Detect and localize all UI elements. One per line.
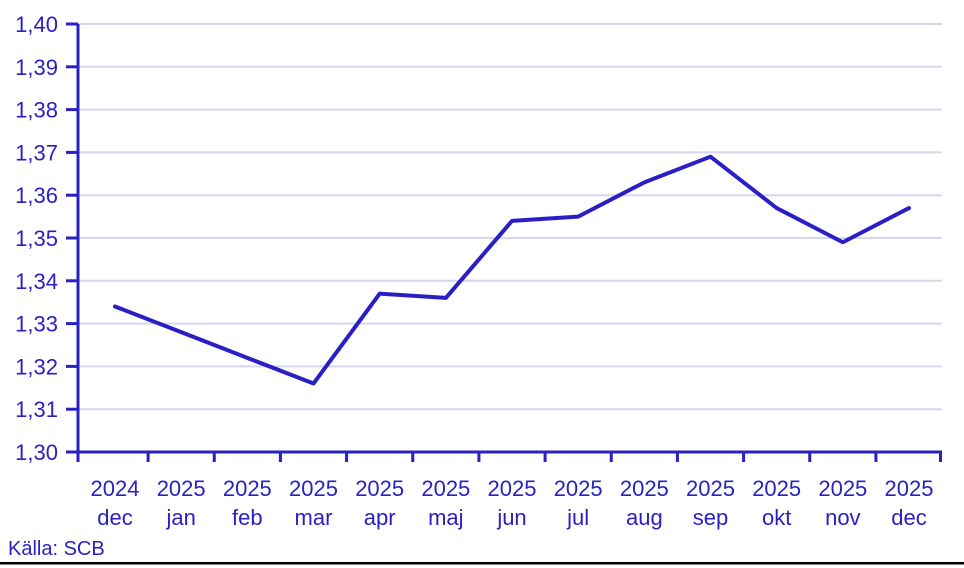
x-tick-label-month: mar <box>295 505 333 530</box>
y-tick-label: 1,35 <box>15 226 58 251</box>
y-tick-label: 1,30 <box>15 440 58 465</box>
x-tick-label-month: dec <box>891 505 926 530</box>
data-line <box>113 154 911 386</box>
x-tick-label-year: 2025 <box>157 476 206 501</box>
x-tick-label-month: dec <box>97 505 132 530</box>
y-tick-label: 1,32 <box>15 354 58 379</box>
x-tick-label-month: jul <box>566 505 589 530</box>
x-tick-label-month: sep <box>693 505 728 530</box>
bottom-divider <box>0 562 964 565</box>
x-tick-label-year: 2025 <box>885 476 934 501</box>
x-tick-label-month: feb <box>232 505 263 530</box>
y-tick-label: 1,37 <box>15 140 58 165</box>
y-tick-label: 1,31 <box>15 397 58 422</box>
plot-area: 1,30 1,31 1,32 1,33 1,34 1,35 1,36 1,37 1,38 1,39… <box>15 12 942 530</box>
y-tick-label: 1,36 <box>15 183 58 208</box>
y-tick-label: 1,40 <box>15 12 58 37</box>
x-tick-label-month: jun <box>496 505 526 530</box>
x-tick-label-year: 2025 <box>620 476 669 501</box>
x-tick-label-year: 2025 <box>686 476 735 501</box>
source-label: Källa: SCB <box>8 538 105 560</box>
x-tick-label-year: 2025 <box>289 476 338 501</box>
x-tick-label-year: 2025 <box>818 476 867 501</box>
x-tick-label-month: maj <box>428 505 463 530</box>
x-tick-label-month: apr <box>364 505 396 530</box>
x-tick-label-year: 2024 <box>91 476 140 501</box>
x-tick-label-year: 2025 <box>554 476 603 501</box>
y-tick-label: 1,39 <box>15 55 58 80</box>
y-tick-label: 1,33 <box>15 312 58 337</box>
x-tick-label-month: okt <box>762 505 791 530</box>
y-tick-label: 1,34 <box>15 269 58 294</box>
x-tick-label-month: nov <box>825 505 860 530</box>
y-tick-label: 1,38 <box>15 98 58 123</box>
x-tick-label-year: 2025 <box>421 476 470 501</box>
x-tick-label-year: 2025 <box>223 476 272 501</box>
x-tick-label-year: 2025 <box>488 476 537 501</box>
x-tick-label-month: aug <box>626 505 663 530</box>
x-tick-label-year: 2025 <box>355 476 404 501</box>
x-tick-label-year: 2025 <box>752 476 801 501</box>
x-tick-label-month: jan <box>165 505 195 530</box>
